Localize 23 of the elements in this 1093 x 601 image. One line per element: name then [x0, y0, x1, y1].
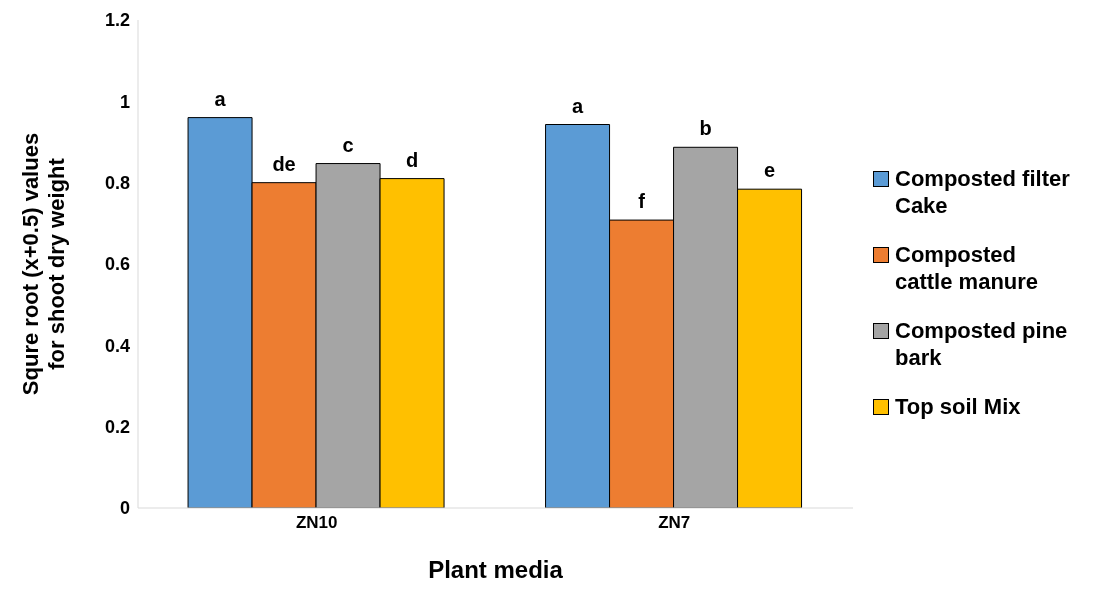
legend-label: Composted pine bark	[895, 316, 1069, 371]
legend-label: Top soil Mix	[895, 392, 1021, 420]
x-tick-label: ZN10	[295, 513, 338, 533]
data-label: f	[638, 190, 646, 213]
x-tick-label: ZN7	[658, 513, 691, 533]
y-tick-label: 0.2	[104, 417, 130, 438]
data-label: e	[763, 159, 776, 182]
data-label: c	[342, 133, 354, 156]
data-label: d	[405, 148, 419, 171]
y-tick-label: 0.8	[104, 173, 130, 194]
y-axis-title: Squre root (x+0.5) values for shoot dry weight	[18, 132, 69, 396]
y-tick-label: 1.2	[104, 10, 130, 31]
y-tick-label: 1	[119, 91, 130, 112]
data-label: de	[272, 152, 296, 175]
data-label: b	[699, 117, 712, 140]
legend-label: Composted cattle manure	[895, 240, 1040, 295]
legend-label: Composted filter Cake	[895, 164, 1071, 219]
y-tick-label: 0.4	[104, 335, 130, 356]
data-label: a	[571, 94, 584, 117]
y-tick-label: 0.6	[104, 254, 130, 275]
x-axis-title: Plant media	[428, 556, 564, 583]
data-label: a	[214, 87, 227, 110]
y-tick-label: 0	[119, 498, 130, 519]
